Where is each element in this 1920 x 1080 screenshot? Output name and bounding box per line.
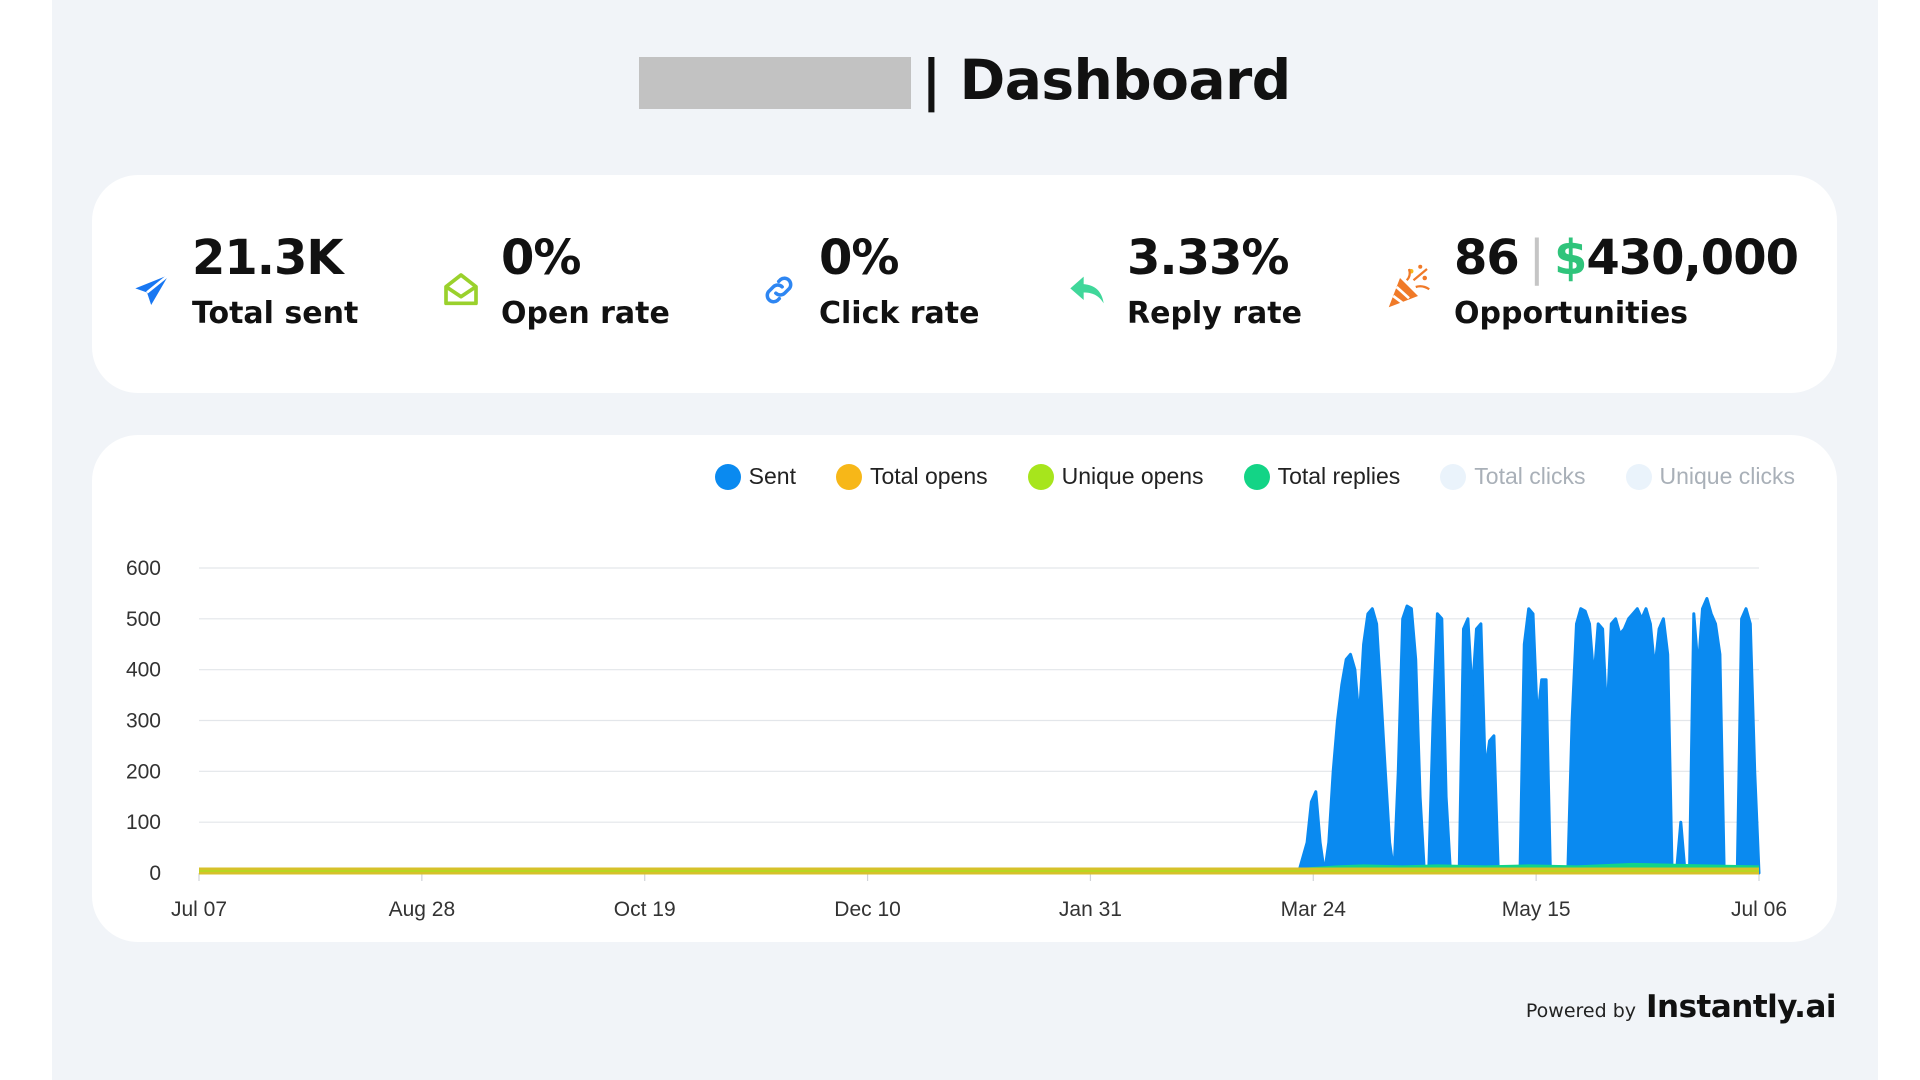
x-tick-label: Jul 07 <box>171 898 227 921</box>
x-tick-label: Aug 28 <box>389 898 456 921</box>
link-icon <box>757 268 801 312</box>
legend-label: Unique opens <box>1061 463 1204 489</box>
activity-chart: 0 100 200 300 400 500 600 Jul 07 Aug 28 Oct 19 Dec… <box>126 557 1787 921</box>
legend-label: Total opens <box>869 463 988 489</box>
currency-symbol: $ <box>1553 230 1587 286</box>
reply-icon <box>1065 268 1109 312</box>
stat-click-rate: 0% Click rate <box>757 230 980 334</box>
stat-value: 0% <box>501 230 581 286</box>
legend-item-total-replies[interactable]: Total replies <box>1243 463 1401 490</box>
redacted-client-name <box>639 57 912 109</box>
legend-item-unique-opens[interactable]: Unique opens <box>1027 463 1204 490</box>
stat-label: Click rate <box>819 296 980 331</box>
y-tick-label: 0 <box>149 862 161 885</box>
footer: Powered by Instantly.ai <box>1525 989 1837 1025</box>
dashboard-page: | Dashboard 21.3K Total sent <box>52 0 1878 1080</box>
legend-label: Sent <box>748 463 796 489</box>
x-tick-label: Oct 19 <box>614 898 676 921</box>
legend-item-total-clicks[interactable]: Total clicks <box>1440 463 1586 490</box>
legend-item-total-opens[interactable]: Total opens <box>835 463 988 490</box>
x-tick-label: May 15 <box>1502 898 1571 921</box>
opportunity-amount: 430,000 <box>1586 230 1799 286</box>
y-tick-label: 500 <box>126 608 161 631</box>
brand-logo-text: Instantly.ai <box>1646 989 1837 1025</box>
y-tick-label: 100 <box>126 811 161 834</box>
stats-card: 21.3K Total sent 0% Open rate <box>92 175 1837 393</box>
stat-value: 86 | $430,000 <box>1454 230 1799 286</box>
legend-label: Unique clicks <box>1659 463 1796 489</box>
envelope-open-icon <box>439 268 483 312</box>
legend-label: Total clicks <box>1474 463 1586 489</box>
stat-value: 0% <box>819 230 899 286</box>
stat-label: Reply rate <box>1127 296 1302 331</box>
legend-dot <box>1625 463 1652 490</box>
stat-label: Opportunities <box>1454 296 1689 331</box>
stat-value: 21.3K <box>192 230 344 286</box>
legend-label: Total replies <box>1277 463 1401 489</box>
legend-item-sent[interactable]: Sent <box>714 463 796 490</box>
stat-total-sent: 21.3K Total sent <box>130 230 358 334</box>
stat-opportunities: 86 | $430,000 Opportunities <box>1382 230 1799 334</box>
page-title-text: | Dashboard <box>921 48 1291 112</box>
chart-legend: Sent Total opens Unique opens Total replies… <box>714 463 1796 490</box>
paper-plane-icon <box>130 268 174 312</box>
legend-dot <box>835 463 862 490</box>
stat-open-rate: 0% Open rate <box>439 230 670 334</box>
stat-label: Open rate <box>501 296 670 331</box>
value-separator: | <box>1528 230 1545 286</box>
legend-dot <box>1440 463 1467 490</box>
y-tick-label: 300 <box>126 710 161 733</box>
legend-dot <box>1027 463 1054 490</box>
y-tick-label: 600 <box>126 557 161 580</box>
party-popper-icon <box>1382 260 1436 314</box>
legend-dot <box>1243 463 1270 490</box>
powered-by-text: Powered by <box>1525 1000 1636 1022</box>
x-tick-label: Jul 06 <box>1731 898 1787 921</box>
x-tick-label: Mar 24 <box>1281 898 1347 921</box>
x-tick-label: Jan 31 <box>1059 898 1122 921</box>
y-tick-label: 200 <box>126 760 161 783</box>
page-title: | Dashboard <box>52 48 1878 112</box>
opportunity-count: 86 <box>1454 230 1520 286</box>
stat-label: Total sent <box>192 296 359 331</box>
x-tick-label: Dec 10 <box>834 898 901 921</box>
chart-card: Sent Total opens Unique opens Total replies… <box>92 435 1837 942</box>
legend-dot <box>714 463 741 490</box>
stat-value: 3.33% <box>1127 230 1290 286</box>
stat-reply-rate: 3.33% Reply rate <box>1065 230 1302 334</box>
series-sent-area <box>1296 597 1761 875</box>
y-tick-label: 400 <box>126 659 161 682</box>
legend-item-unique-clicks[interactable]: Unique clicks <box>1625 463 1796 490</box>
